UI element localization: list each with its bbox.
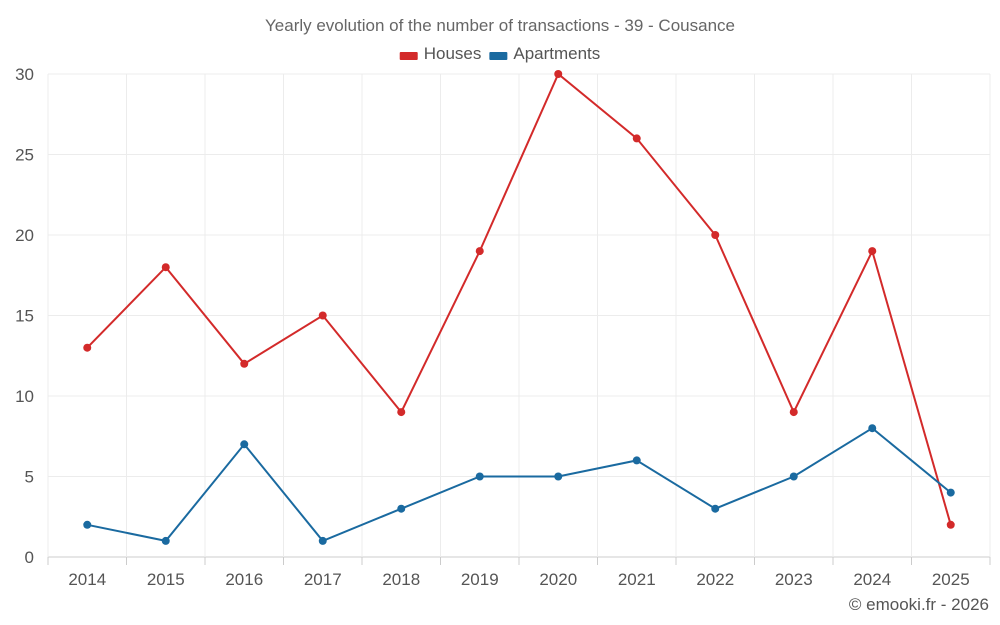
legend-item-houses[interactable]: Houses — [399, 44, 482, 63]
data-point[interactable] — [868, 424, 877, 433]
x-tick-label: 2019 — [461, 570, 499, 589]
data-point[interactable] — [632, 456, 641, 465]
legend-item-apartments[interactable]: Apartments — [489, 44, 600, 63]
data-point[interactable] — [711, 504, 720, 513]
data-point[interactable] — [711, 231, 720, 239]
data-point[interactable] — [318, 536, 327, 545]
data-point[interactable] — [161, 263, 170, 272]
data-point[interactable] — [83, 520, 92, 529]
x-tick-label: 2024 — [853, 570, 891, 589]
legend: Houses Apartments — [399, 44, 600, 63]
y-tick-label: 5 — [25, 468, 34, 487]
data-point[interactable] — [789, 472, 798, 481]
data-point[interactable] — [946, 520, 955, 529]
legend-label: Apartments — [513, 44, 600, 63]
series-layer — [83, 70, 955, 545]
x-axis-ticks: 2014 2015 2016 2017 2018 2019 2020 2021 2022 2023… — [68, 570, 969, 589]
legend-label: Houses — [424, 44, 482, 63]
x-tick-label: 2020 — [539, 570, 577, 589]
x-tick-label: 2015 — [147, 570, 185, 589]
x-tick-label: 2021 — [618, 570, 656, 589]
data-point[interactable] — [318, 311, 327, 320]
data-point[interactable] — [240, 440, 249, 449]
x-tick-label: 2025 — [932, 570, 970, 589]
y-tick-label: 20 — [15, 226, 34, 245]
x-tick-label: 2017 — [304, 570, 342, 589]
y-tick-label: 25 — [15, 146, 34, 165]
y-axis-ticks: 0 5 10 15 20 25 30 — [15, 65, 34, 567]
data-point[interactable] — [397, 408, 406, 417]
data-point[interactable] — [397, 504, 406, 513]
data-point[interactable] — [868, 247, 877, 256]
data-point[interactable] — [240, 359, 249, 368]
x-tick-label: 2014 — [68, 570, 106, 589]
y-tick-label: 30 — [15, 65, 34, 84]
y-tick-label: 10 — [15, 387, 34, 406]
grid — [47, 73, 991, 565]
data-point[interactable] — [161, 536, 170, 545]
credit-text: © emooki.fr - 2026 — [849, 595, 989, 614]
y-tick-label: 15 — [15, 307, 34, 326]
y-tick-label: 0 — [25, 548, 34, 567]
data-point[interactable] — [554, 472, 563, 481]
x-tick-label: 2018 — [382, 570, 420, 589]
data-point[interactable] — [554, 70, 563, 78]
series-line — [86, 72, 952, 526]
series-houses — [83, 70, 955, 529]
data-point[interactable] — [475, 472, 484, 481]
series-apartments — [83, 424, 955, 545]
data-point[interactable] — [946, 488, 955, 497]
x-tick-label: 2016 — [225, 570, 263, 589]
x-tick-label: 2022 — [696, 570, 734, 589]
data-point[interactable] — [632, 134, 641, 143]
series-line — [87, 426, 952, 543]
legend-swatch — [399, 52, 418, 60]
legend-swatch — [489, 52, 508, 60]
data-point[interactable] — [789, 408, 798, 417]
chart-title: Yearly evolution of the number of transa… — [265, 16, 735, 35]
x-tick-label: 2023 — [775, 570, 813, 589]
data-point[interactable] — [475, 247, 484, 256]
data-point[interactable] — [83, 343, 92, 352]
